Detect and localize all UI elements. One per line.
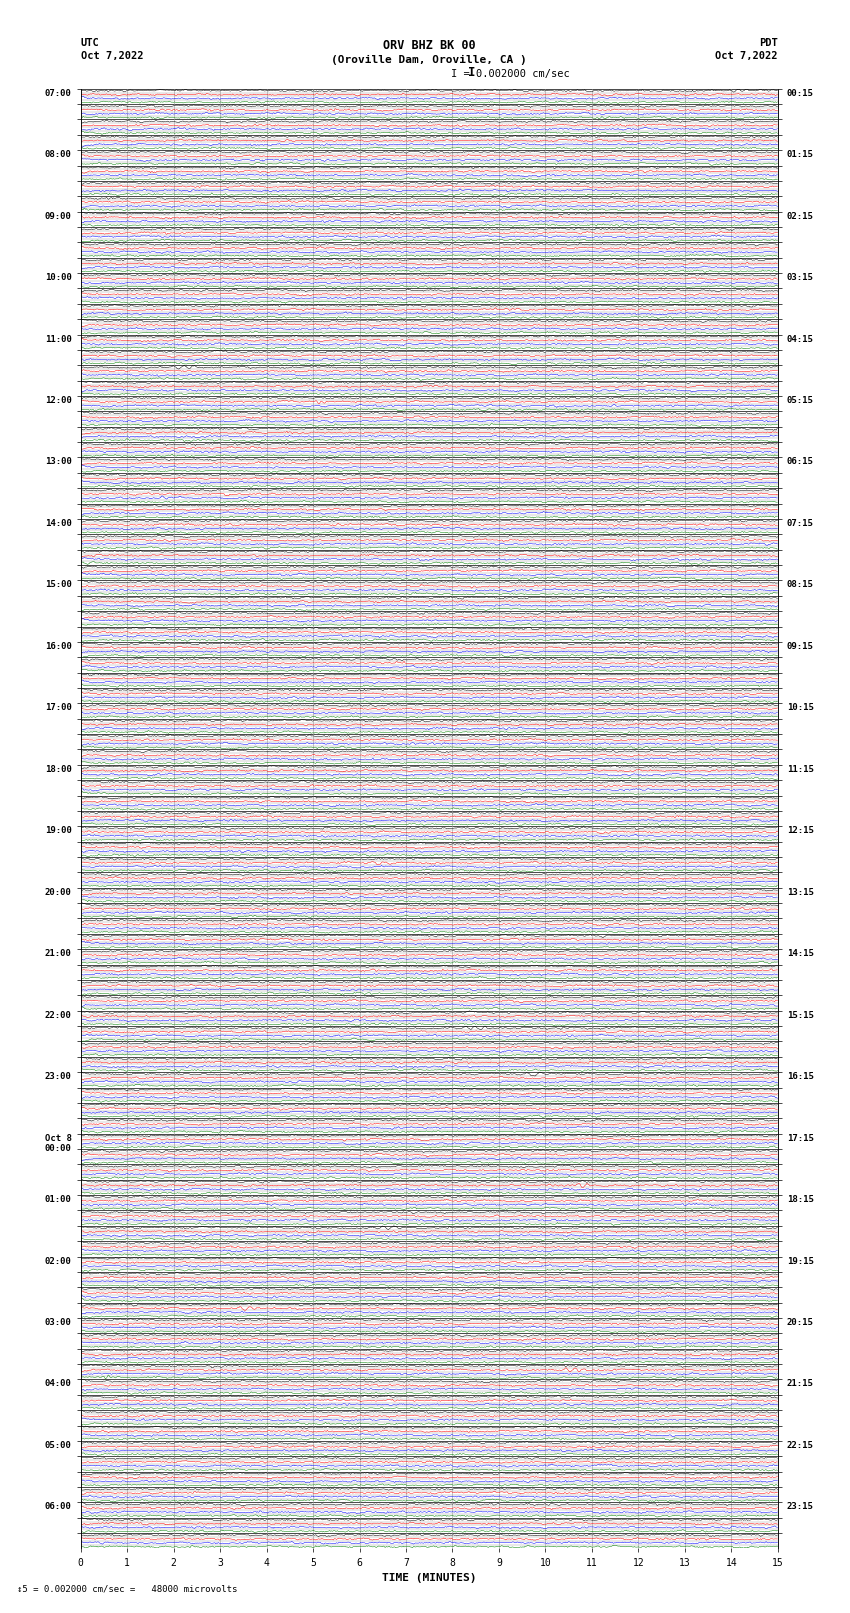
Text: UTC: UTC	[81, 39, 99, 48]
Text: (Oroville Dam, Oroville, CA ): (Oroville Dam, Oroville, CA )	[332, 55, 527, 65]
Text: ORV BHZ BK 00: ORV BHZ BK 00	[383, 39, 475, 52]
Text: PDT: PDT	[759, 39, 778, 48]
Text: Oct 7,2022: Oct 7,2022	[81, 52, 144, 61]
X-axis label: TIME (MINUTES): TIME (MINUTES)	[382, 1573, 477, 1582]
Text: ↕5 = 0.002000 cm/sec =   48000 microvolts: ↕5 = 0.002000 cm/sec = 48000 microvolts	[17, 1584, 237, 1594]
Text: Oct 7,2022: Oct 7,2022	[715, 52, 778, 61]
Text: I: I	[468, 66, 475, 79]
Text: I = 0.002000 cm/sec: I = 0.002000 cm/sec	[450, 69, 570, 79]
